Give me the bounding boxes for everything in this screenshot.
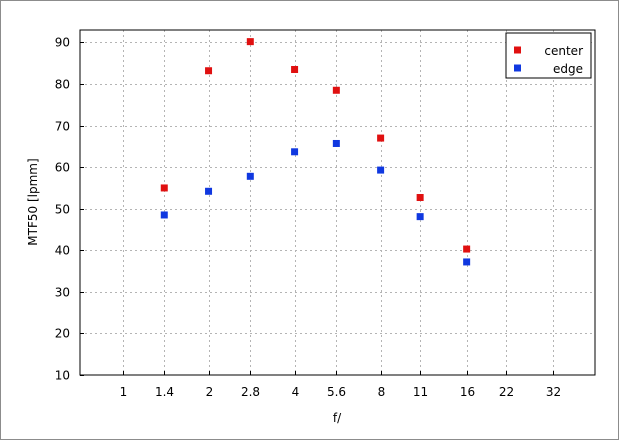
x-tick-label: 1.4 [155, 385, 174, 399]
data-point-edge [205, 187, 213, 195]
y-tick-label: 10 [55, 369, 70, 383]
plot-area-border [79, 29, 596, 376]
x-tick-label: 4 [292, 385, 300, 399]
x-tick-label: 5.6 [327, 385, 346, 399]
y-tick-label: 70 [55, 120, 70, 134]
x-tick-label: 2 [206, 385, 214, 399]
x-axis-label: f/ [333, 411, 342, 425]
x-tick-label: 16 [460, 385, 475, 399]
legend-label-center: center [544, 44, 583, 58]
y-tick-label: 40 [55, 244, 70, 258]
data-point-edge [377, 166, 385, 174]
grid-layer [80, 30, 595, 375]
legend-label-edge: edge [553, 62, 583, 76]
legend: center edge [505, 32, 592, 79]
x-tick-label: 1 [120, 385, 128, 399]
data-point-center [246, 38, 254, 46]
y-axis-label: MTF50 [lpmm] [26, 158, 40, 245]
x-tick-label: 32 [546, 385, 561, 399]
points-layer [160, 38, 471, 266]
x-tick-label: 8 [378, 385, 386, 399]
y-tick-label: 90 [55, 36, 70, 50]
x-tick-label: 2.8 [241, 385, 260, 399]
y-tick-label: 60 [55, 161, 70, 175]
data-point-center [291, 65, 299, 73]
x-tick-label: 11 [413, 385, 428, 399]
data-point-center [416, 194, 424, 202]
legend-marker-edge [514, 64, 521, 72]
data-point-center [377, 134, 385, 142]
y-tick-label: 30 [55, 286, 70, 300]
data-point-center [463, 245, 471, 253]
data-point-center [332, 86, 340, 94]
data-point-edge [416, 213, 424, 221]
x-tick-label: 22 [499, 385, 514, 399]
data-point-edge [463, 258, 471, 266]
y-tick-label: 80 [55, 78, 70, 92]
y-tick-label: 20 [55, 327, 70, 341]
data-point-edge [332, 139, 340, 147]
ticks-layer: 1 1.4 2 2.8 4 5.6 8 11 16 22 32 10 20 30 40 50 60 70 80 90 [55, 36, 561, 400]
data-point-center [160, 184, 168, 192]
legend-marker-center [514, 46, 521, 54]
data-point-center [205, 67, 213, 75]
data-point-edge [291, 148, 299, 156]
y-tick-label: 50 [55, 203, 70, 217]
data-point-edge [246, 172, 254, 180]
data-point-edge [160, 211, 168, 219]
